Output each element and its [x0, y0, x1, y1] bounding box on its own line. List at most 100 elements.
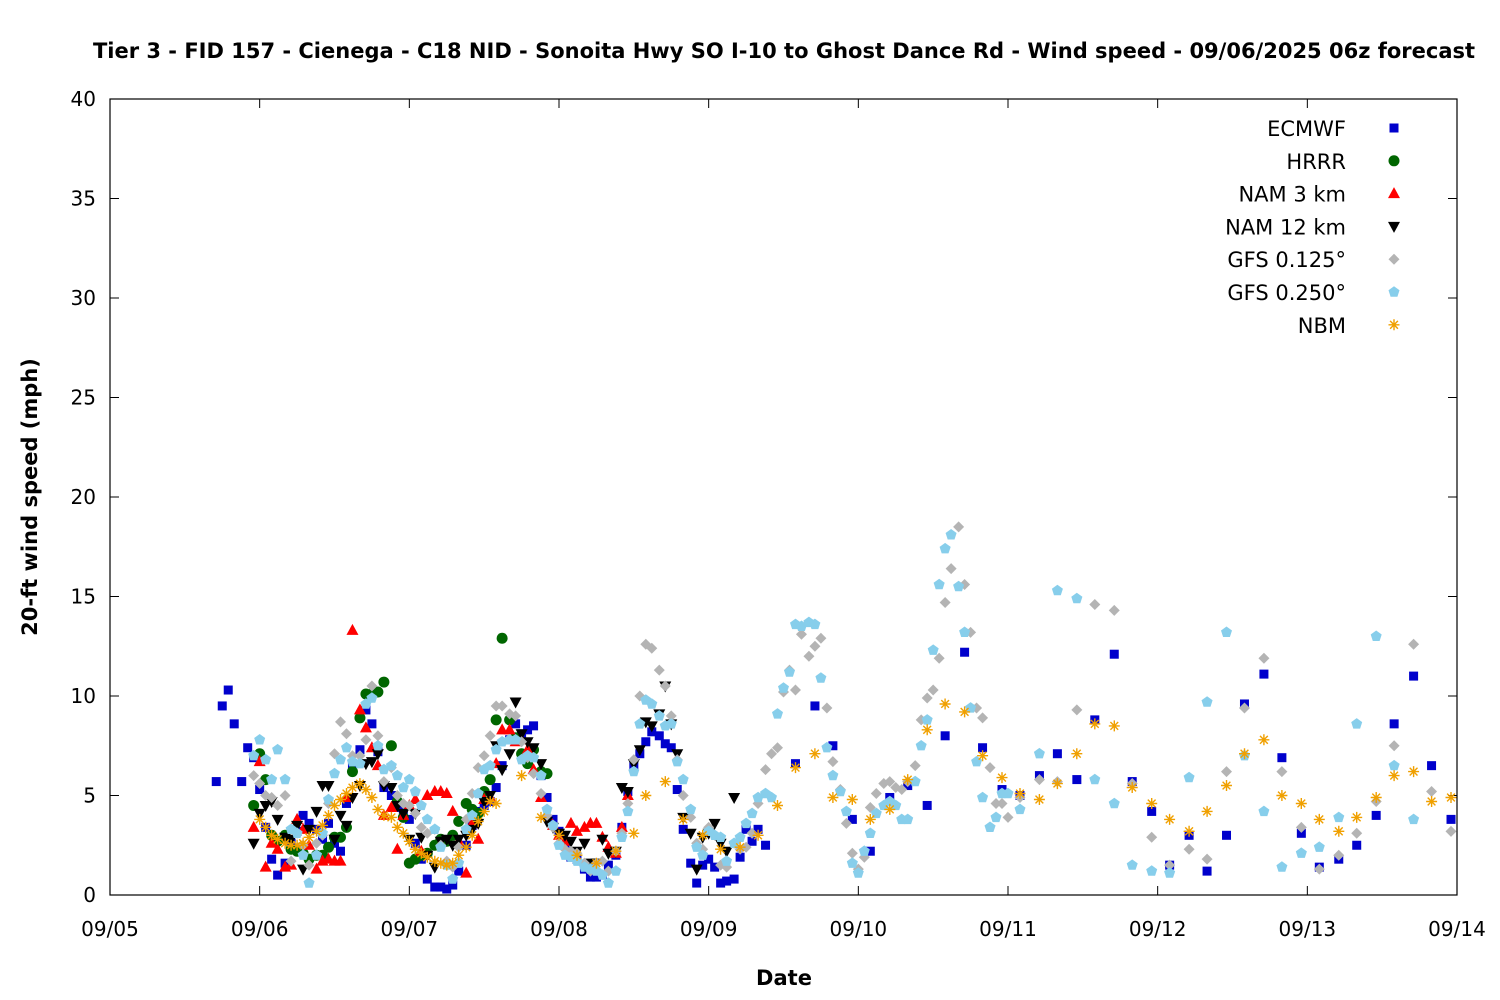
- data-point: [266, 791, 278, 803]
- data-point: [452, 834, 465, 846]
- data-point: [784, 666, 795, 677]
- data-point: [1277, 753, 1287, 763]
- data-point: [846, 857, 858, 868]
- data-point: [1258, 805, 1270, 817]
- data-point: [641, 737, 651, 747]
- data-point: [385, 783, 398, 795]
- data-point: [715, 843, 727, 855]
- data-point: [490, 714, 502, 726]
- data-point: [646, 642, 658, 654]
- data-point: [1109, 649, 1119, 659]
- data-point: [527, 743, 540, 755]
- data-point: [1427, 761, 1437, 771]
- data-point: [353, 703, 366, 715]
- data-point: [735, 852, 745, 862]
- legend-label: ECMWF: [1267, 117, 1346, 141]
- data-point: [654, 731, 664, 741]
- legend-marker: [1388, 187, 1400, 199]
- data-point: [571, 849, 583, 861]
- data-point: [421, 827, 433, 839]
- data-point: [429, 855, 441, 867]
- data-point: [1126, 782, 1138, 793]
- data-point: [346, 623, 359, 635]
- data-point: [721, 855, 733, 866]
- data-point: [547, 819, 559, 830]
- data-point: [939, 542, 951, 554]
- data-point: [367, 719, 377, 729]
- data-point: [865, 846, 875, 856]
- data-point: [1276, 790, 1288, 801]
- data-point: [247, 838, 260, 850]
- data-point: [558, 830, 571, 842]
- data-point: [229, 719, 239, 729]
- data-point: [1389, 719, 1399, 729]
- data-point: [266, 829, 278, 841]
- data-point: [385, 811, 397, 823]
- data-point: [243, 743, 253, 753]
- data-point: [1333, 849, 1345, 861]
- data-point: [610, 845, 622, 857]
- data-point: [977, 750, 989, 762]
- data-point: [272, 833, 284, 845]
- data-point: [354, 778, 366, 790]
- data-point: [660, 739, 670, 749]
- data-point: [535, 811, 547, 823]
- data-point: [921, 714, 933, 725]
- data-point: [360, 784, 372, 795]
- plot-frame: [109, 98, 1458, 896]
- data-point: [510, 734, 522, 745]
- data-point: [271, 842, 284, 854]
- data-point: [503, 749, 516, 761]
- data-point: [977, 712, 989, 724]
- data-point: [355, 745, 365, 755]
- data-point: [297, 849, 309, 860]
- data-point: [746, 807, 758, 819]
- data-point: [484, 730, 496, 742]
- data-point: [304, 818, 314, 828]
- data-point: [634, 718, 646, 729]
- data-point: [778, 682, 789, 693]
- data-point: [297, 837, 309, 849]
- data-point: [864, 813, 876, 825]
- data-point: [409, 843, 421, 855]
- data-point: [1201, 805, 1213, 817]
- legend-label: NBM: [1298, 314, 1346, 338]
- data-point: [317, 819, 328, 831]
- data-point: [1183, 843, 1195, 855]
- data-point: [503, 723, 516, 735]
- data-point: [596, 855, 608, 867]
- data-point: [511, 719, 521, 729]
- data-point: [372, 740, 384, 751]
- data-point: [478, 750, 490, 762]
- data-point: [692, 878, 702, 888]
- data-point: [1146, 798, 1158, 809]
- data-point: [959, 706, 971, 718]
- data-point: [409, 792, 422, 804]
- data-point: [490, 798, 502, 809]
- data-point: [421, 851, 433, 863]
- data-point: [959, 626, 971, 637]
- data-point: [1295, 821, 1307, 833]
- data-point: [291, 820, 304, 832]
- data-point: [1221, 766, 1233, 778]
- data-point: [940, 731, 950, 741]
- axis-ticks: 09/05 09/06 09/07 09/08 09/09 09/10 09/11 09/12…: [71, 87, 1486, 941]
- data-point: [510, 710, 522, 722]
- data-point: [1071, 592, 1083, 604]
- data-point: [921, 724, 933, 736]
- data-point: [1033, 794, 1045, 805]
- data-point: [1238, 702, 1250, 714]
- data-point: [335, 846, 345, 856]
- data-point: [415, 821, 427, 833]
- data-point: [1388, 770, 1400, 782]
- data-point: [678, 824, 688, 834]
- legend-marker: [1388, 286, 1400, 297]
- data-point: [409, 807, 421, 819]
- data-point: [1426, 796, 1438, 807]
- data-point: [653, 664, 665, 676]
- data-point: [870, 788, 882, 800]
- data-point: [578, 820, 591, 832]
- data-point: [359, 721, 372, 733]
- data-point: [686, 858, 696, 868]
- data-point: [684, 828, 697, 840]
